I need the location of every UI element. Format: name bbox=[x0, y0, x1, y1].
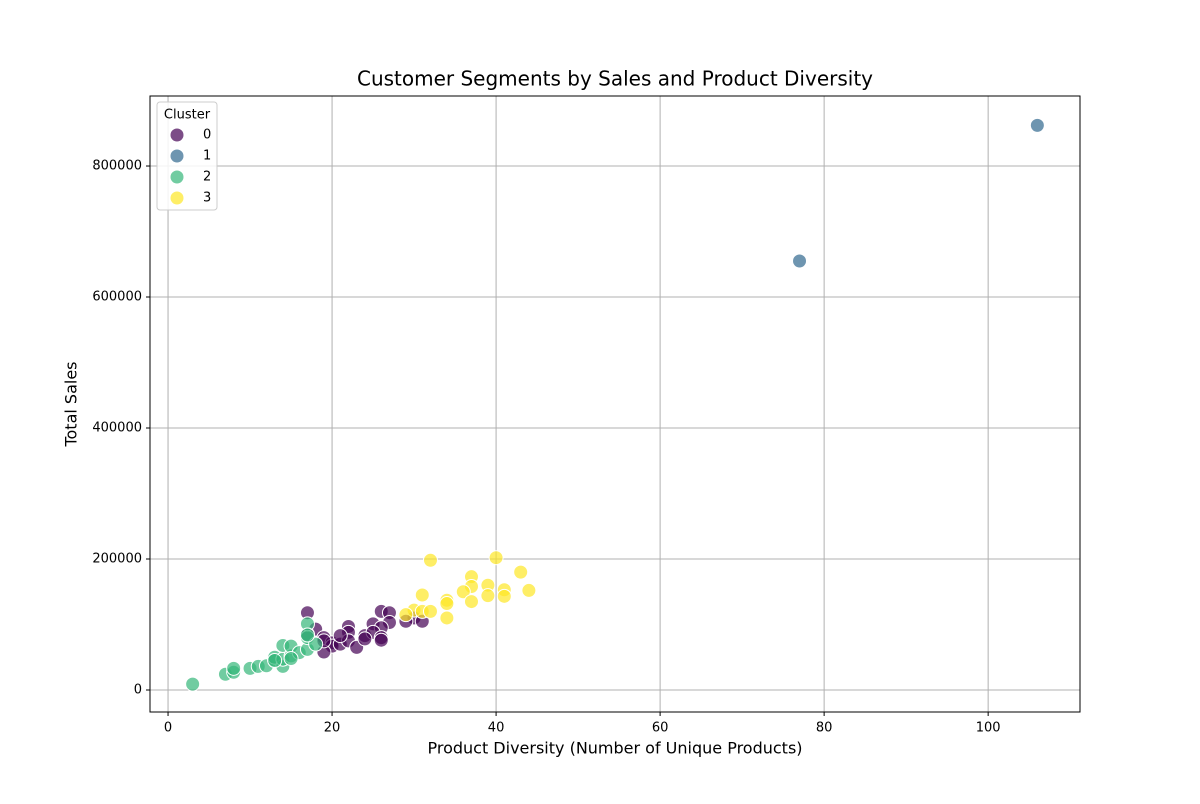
point bbox=[455, 584, 471, 600]
x-tick-label: 100 bbox=[976, 721, 1001, 736]
point bbox=[332, 628, 348, 644]
legend-marker bbox=[169, 127, 185, 143]
x-tick-label: 40 bbox=[488, 721, 505, 736]
legend-marker bbox=[169, 148, 185, 164]
x-tick-label: 80 bbox=[816, 721, 833, 736]
point bbox=[267, 653, 283, 669]
legend-box bbox=[156, 101, 218, 211]
point bbox=[439, 610, 455, 626]
point bbox=[480, 588, 496, 604]
point bbox=[283, 651, 299, 667]
y-tick-label: 0 bbox=[134, 682, 142, 697]
y-tick-label: 400000 bbox=[92, 421, 142, 436]
x-tick-label: 0 bbox=[164, 721, 172, 736]
y-tick-label: 200000 bbox=[92, 551, 142, 566]
point bbox=[357, 631, 373, 647]
point bbox=[463, 594, 479, 610]
legend-label: 3 bbox=[203, 191, 211, 206]
legend-marker bbox=[169, 190, 185, 206]
point bbox=[496, 588, 512, 604]
x-axis-label: Product Diversity (Number of Unique Prod… bbox=[427, 739, 802, 758]
point bbox=[439, 596, 455, 612]
chart-title: Customer Segments by Sales and Product D… bbox=[357, 67, 873, 91]
point bbox=[299, 627, 315, 643]
point bbox=[1029, 117, 1045, 133]
point bbox=[414, 587, 430, 603]
point bbox=[521, 582, 537, 598]
legend-title: Cluster bbox=[164, 108, 211, 123]
point bbox=[373, 632, 389, 648]
legend-label: 0 bbox=[203, 128, 211, 143]
point bbox=[422, 552, 438, 568]
point bbox=[185, 676, 201, 692]
point bbox=[488, 550, 504, 566]
legend-label: 1 bbox=[203, 149, 211, 164]
point bbox=[792, 253, 808, 269]
point bbox=[422, 603, 438, 619]
y-axis-label: Total Sales bbox=[62, 361, 81, 447]
y-tick-label: 800000 bbox=[92, 159, 142, 174]
legend-label: 2 bbox=[203, 170, 211, 185]
plot-frame bbox=[149, 95, 1081, 713]
x-tick-label: 20 bbox=[324, 721, 341, 736]
x-tick-label: 60 bbox=[652, 721, 669, 736]
y-tick-label: 600000 bbox=[92, 290, 142, 305]
point bbox=[398, 607, 414, 623]
point bbox=[513, 564, 529, 580]
legend-marker bbox=[169, 169, 185, 185]
point bbox=[226, 660, 242, 676]
